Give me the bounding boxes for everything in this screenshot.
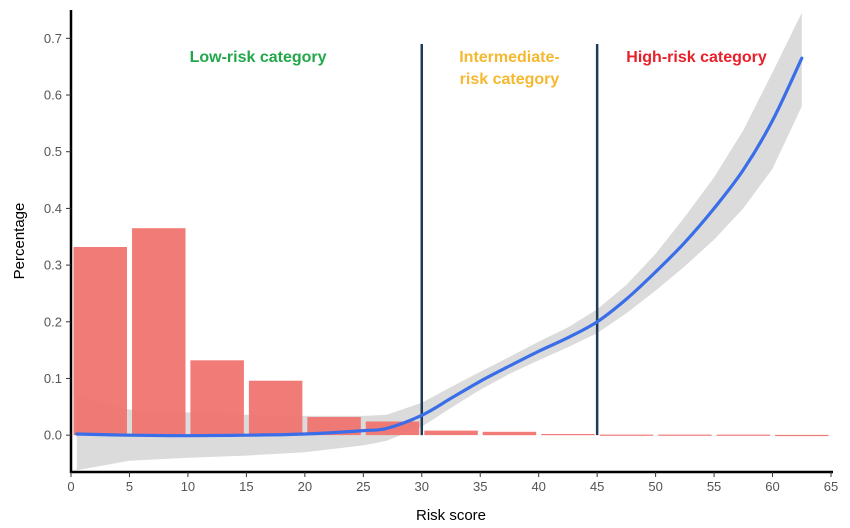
histogram-bar-7 <box>482 431 537 436</box>
x-tick-label-20: 20 <box>298 479 312 494</box>
histogram-bar-3 <box>248 380 303 436</box>
x-tick-label-5: 5 <box>126 479 133 494</box>
x-tick-label-10: 10 <box>181 479 195 494</box>
histogram-bar-0 <box>73 247 127 436</box>
histogram-bar-1 <box>132 228 186 436</box>
histogram-bar-11 <box>716 434 771 436</box>
histogram-bar-2 <box>190 360 244 436</box>
x-tick-label-45: 45 <box>590 479 604 494</box>
x-tick-label-40: 40 <box>531 479 545 494</box>
x-tick-label-65: 65 <box>824 479 838 494</box>
axes-layer <box>69 10 833 474</box>
x-tick-label-25: 25 <box>356 479 370 494</box>
y-tick-label-5: 0.5 <box>44 144 62 159</box>
smooth-fit-line <box>75 56 804 438</box>
x-tick-label-0: 0 <box>67 479 74 494</box>
x-tick-label-50: 50 <box>648 479 662 494</box>
y-axis-title: Percentage <box>11 203 28 280</box>
histogram-bar-12 <box>775 434 829 437</box>
x-tick-label-30: 30 <box>415 479 429 494</box>
x-tick-label-35: 35 <box>473 479 487 494</box>
x-ticks: 0 5 10 15 20 25 30 35 40 45 50 55 60 65 <box>67 472 838 494</box>
x-tick-label-15: 15 <box>239 479 253 494</box>
histogram-bar-8 <box>541 434 595 436</box>
x-axis-title: Risk score <box>416 507 486 524</box>
confidence-band <box>76 12 802 471</box>
category-label-0: Low-risk category <box>190 49 327 66</box>
category-label-2: High-risk category <box>626 49 767 66</box>
y-tick-label-1: 0.1 <box>44 371 62 386</box>
y-tick-label-2: 0.2 <box>44 314 62 329</box>
histogram-bar-9 <box>599 434 654 436</box>
y-tick-label-0: 0.0 <box>44 428 62 443</box>
histogram-bar-6 <box>424 430 478 436</box>
histogram-bar-10 <box>658 434 712 436</box>
threshold-lines-layer <box>420 44 599 436</box>
category-label-1: Intermediate-risk category <box>459 49 559 88</box>
confidence-band-layer <box>76 12 802 471</box>
category-labels: Low-risk category Intermediate-risk categ… <box>190 49 767 88</box>
y-tick-label-4: 0.4 <box>44 201 62 216</box>
y-ticks: 0.0 0.1 0.2 0.3 0.4 0.5 0.6 0.7 <box>44 31 71 443</box>
smooth-line-layer <box>75 56 804 438</box>
y-tick-label-7: 0.7 <box>44 31 62 46</box>
x-tick-label-55: 55 <box>707 479 721 494</box>
y-tick-label-3: 0.3 <box>44 258 62 273</box>
x-tick-label-60: 60 <box>765 479 779 494</box>
y-tick-label-6: 0.6 <box>44 88 62 103</box>
